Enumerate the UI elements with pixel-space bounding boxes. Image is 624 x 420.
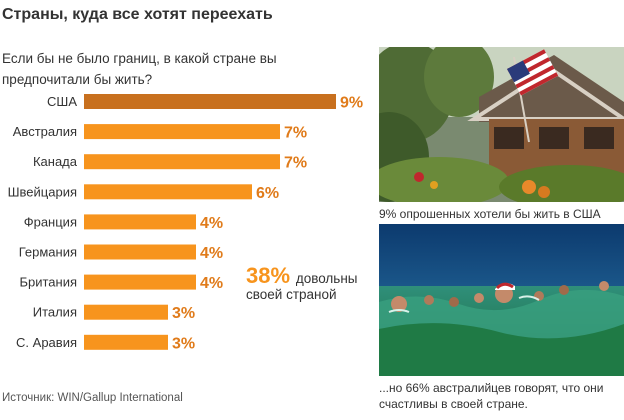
australia-photo-caption: ...но 66% австралийцев говорят, что они …: [379, 381, 604, 411]
category-label: Австралия: [13, 124, 77, 139]
satisfied-callout: 38% довольны своей страной: [246, 265, 386, 303]
bar: [84, 94, 336, 109]
category-label: Швейцария: [8, 184, 77, 199]
chart-question: Если бы не было границ, в какой стране в…: [2, 51, 277, 87]
category-label: Канада: [33, 154, 78, 169]
value-label: 9%: [340, 95, 363, 112]
category-label: Германия: [19, 245, 77, 260]
bar: [84, 244, 196, 260]
bar: [84, 214, 196, 230]
bar: [84, 124, 280, 140]
category-label: Италия: [33, 305, 77, 320]
category-label: Британия: [19, 275, 77, 290]
swimmers-photo: [379, 224, 624, 376]
value-label: 7%: [284, 155, 307, 172]
category-label: США: [47, 94, 77, 109]
category-label: Франция: [24, 214, 77, 229]
value-label: 6%: [256, 185, 279, 202]
value-label: 4%: [200, 245, 223, 262]
value-label: 4%: [200, 275, 223, 292]
value-label: 4%: [200, 215, 223, 232]
value-label: 3%: [172, 305, 195, 322]
category-label: С. Аравия: [16, 335, 77, 350]
bar-chart: США 9% Австралия 7% Канада 7% Швейцария 6% Франц…: [8, 94, 363, 352]
satisfied-text: довольны своей страной: [246, 271, 358, 302]
satisfied-percent: 38%: [246, 263, 291, 288]
bar: [84, 184, 252, 200]
bar: [84, 334, 168, 350]
bar: [84, 274, 196, 290]
usa-house-photo: [379, 47, 624, 202]
bar: [84, 154, 280, 170]
chart-title: Страны, куда все хотят переехать: [2, 6, 273, 23]
source-note: Источник: WIN/Gallup International: [2, 392, 183, 404]
bar: [84, 304, 168, 320]
value-label: 7%: [284, 125, 307, 142]
value-label: 3%: [172, 335, 195, 352]
usa-photo-caption: 9% опрошенных хотели бы жить в США: [379, 207, 601, 221]
